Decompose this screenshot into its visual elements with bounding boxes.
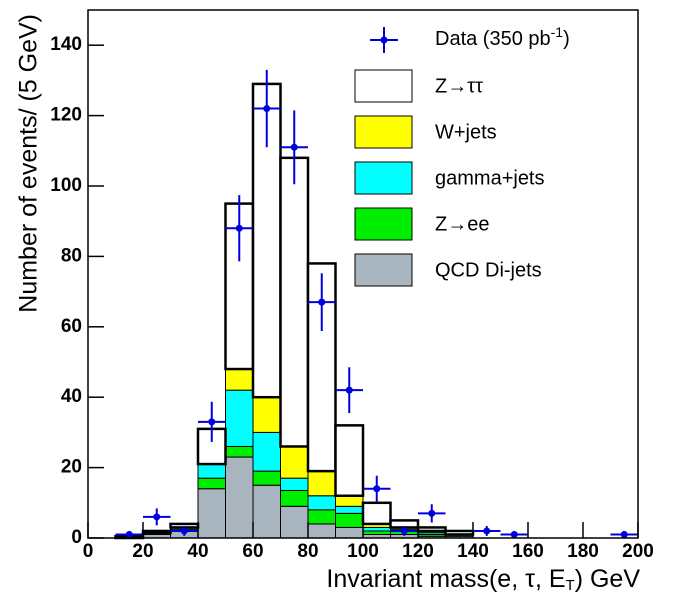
x-tick-label: 120 — [402, 541, 434, 562]
histogram-bar — [307, 509, 336, 525]
legend-swatch — [354, 115, 413, 149]
histogram-bar — [197, 488, 226, 539]
histogram-bar — [362, 530, 391, 535]
legend-swatch — [354, 69, 413, 103]
histogram-bar — [197, 463, 226, 479]
histogram-bar — [279, 156, 310, 448]
x-tick-label: 200 — [622, 541, 654, 562]
x-label-sub: T — [566, 577, 575, 594]
histogram-bar — [225, 445, 254, 458]
legend-label: W+jets — [435, 121, 497, 143]
histogram-bar — [225, 456, 254, 539]
data-point — [153, 513, 161, 521]
histogram-bar — [444, 529, 475, 536]
x-tick-label: 100 — [347, 541, 379, 562]
x-tick-label: 20 — [132, 541, 153, 562]
histogram-bar — [307, 523, 336, 539]
y-axis-label: Number of events/ (5 GeV) — [15, 14, 43, 313]
y-tick-label: 0 — [71, 527, 82, 548]
histogram-bar — [225, 389, 254, 447]
histogram-bar — [335, 512, 364, 528]
y-tick-label: 20 — [61, 457, 82, 478]
histogram-bar — [362, 526, 391, 532]
x-label-part: Invariant mass(e, τ, E — [326, 565, 565, 593]
x-tick-label: 140 — [457, 541, 489, 562]
histogram-bar — [252, 470, 281, 486]
data-point — [400, 527, 408, 535]
x-tick-label: 180 — [567, 541, 599, 562]
histogram-bar — [252, 431, 281, 472]
data-point — [208, 418, 216, 426]
histogram-bar — [280, 489, 309, 507]
histogram-bar — [141, 529, 172, 534]
data-point — [235, 224, 243, 232]
y-tick-label: 120 — [50, 105, 82, 126]
histogram-bar — [361, 501, 392, 526]
histogram-bar — [335, 526, 364, 539]
legend-swatch — [354, 207, 413, 241]
data-point — [318, 298, 326, 306]
data-point — [428, 509, 436, 517]
data-point — [510, 530, 518, 538]
x-label-part: ) GeV — [575, 565, 641, 593]
data-point — [125, 530, 133, 538]
legend-label-part: Data (350 pb — [435, 28, 551, 50]
legend-label-part: ) — [563, 28, 570, 50]
x-tick-label: 80 — [297, 541, 318, 562]
y-tick-label: 100 — [50, 175, 82, 196]
histogram-bar — [197, 477, 226, 490]
legend-swatch — [354, 253, 413, 287]
y-tick-label: 140 — [50, 34, 82, 55]
y-tick-label: 80 — [61, 245, 82, 266]
legend-label: Data (350 pb-1) — [435, 24, 570, 51]
histogram-bar — [307, 470, 336, 497]
histogram-bar — [225, 368, 254, 391]
x-tick-label: 40 — [187, 541, 208, 562]
data-point — [620, 530, 628, 538]
histogram-bar — [280, 445, 309, 479]
histogram-bar — [252, 396, 281, 433]
data-point — [180, 527, 188, 535]
histogram-bar — [416, 526, 447, 533]
histogram-bar — [307, 495, 336, 511]
data-point — [483, 527, 491, 535]
histogram-bar — [280, 477, 309, 491]
x-axis-label: Invariant mass(e, τ, ET) GeV — [326, 565, 640, 594]
legend-label: QCD Di-jets — [435, 259, 542, 281]
plot-area — [114, 69, 638, 540]
histogram-bar — [335, 505, 364, 514]
histogram-bar — [335, 495, 364, 507]
legend-label-part: -1 — [551, 24, 564, 40]
data-point — [290, 143, 298, 151]
x-tick-label: 0 — [83, 541, 94, 562]
data-point — [373, 485, 381, 493]
legend-label: Z→ττ — [435, 75, 483, 97]
y-tick-label: 60 — [61, 316, 82, 337]
legend-swatch — [354, 161, 413, 195]
legend-label: Z→ee — [435, 213, 489, 235]
x-tick-label: 160 — [512, 541, 544, 562]
data-point — [345, 386, 353, 394]
legend-symbol — [380, 36, 388, 44]
histogram-bar — [334, 424, 365, 498]
data-point — [263, 105, 271, 113]
x-tick-label: 60 — [242, 541, 263, 562]
y-tick-label: 40 — [61, 386, 82, 407]
histogram-bar — [252, 484, 281, 539]
histogram-bar — [280, 505, 309, 539]
legend-label: gamma+jets — [435, 167, 545, 189]
